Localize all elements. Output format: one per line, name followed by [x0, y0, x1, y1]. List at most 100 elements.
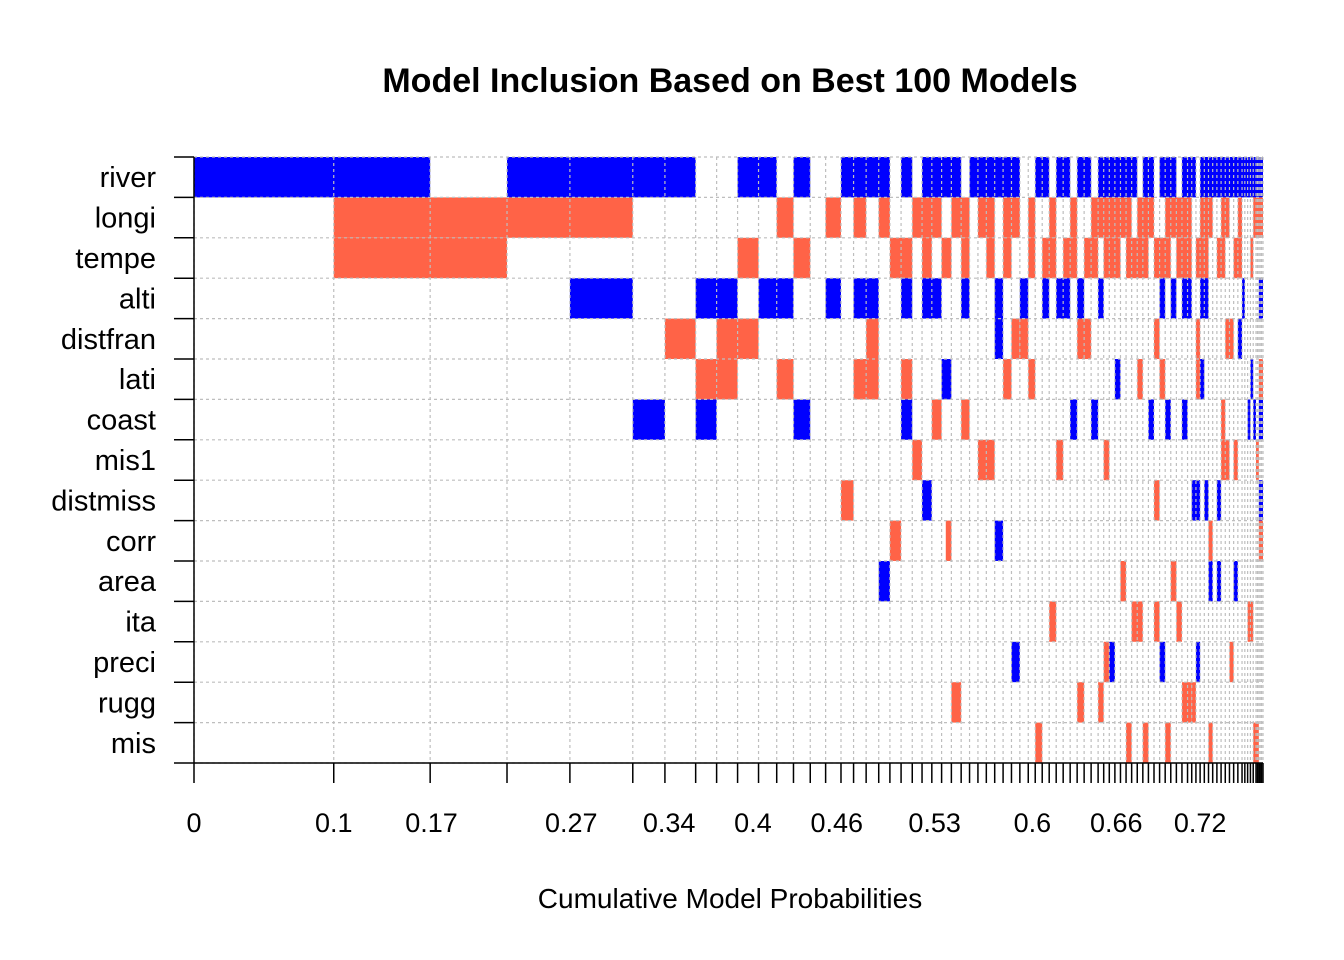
cell-mis1-116: [912, 439, 923, 481]
cell-tempe-35: [333, 237, 508, 279]
cell-rugg-155: [1181, 682, 1192, 723]
cell-coast-104: [901, 399, 913, 440]
cell-longi-34: [1253, 197, 1263, 238]
row-label-coast: coast: [87, 405, 156, 437]
cell-tempe-55: [1250, 237, 1254, 279]
x-axis-label: Cumulative Model Probabilities: [538, 883, 922, 914]
row-label-river: river: [100, 162, 157, 194]
cell-distfran-76: [664, 318, 696, 359]
cell-coast-111: [1181, 399, 1188, 440]
x-tick-label-8: 0.6: [1014, 808, 1052, 838]
cell-river-13: [1159, 157, 1177, 198]
cell-coast-109: [1148, 399, 1154, 440]
row-label-longi: longi: [95, 203, 156, 235]
cell-tempe-47: [1084, 237, 1099, 279]
cell-distfran-79: [994, 318, 1004, 359]
cell-ita-144: [1176, 601, 1182, 642]
cell-tempe-50: [1154, 237, 1171, 279]
cell-longi-31: [1200, 197, 1213, 238]
row-label-lati: lati: [119, 364, 156, 396]
cell-alti-70: [1159, 278, 1166, 319]
row-label-corr: corr: [106, 526, 156, 558]
x-tick-label-7: 0.53: [908, 808, 961, 838]
cell-area-136: [1120, 561, 1127, 602]
cell-corr-130: [889, 520, 902, 561]
row-label-distmiss: distmiss: [51, 485, 156, 517]
row-label-rugg: rugg: [98, 687, 156, 719]
cell-ita-141: [1049, 601, 1057, 642]
cell-alti-71: [1170, 278, 1177, 319]
cell-preci-147: [1103, 641, 1110, 683]
cell-tempe-41: [961, 237, 970, 279]
cell-tempe-39: [922, 237, 932, 279]
cell-longi-29: [1137, 197, 1155, 238]
cell-area-137: [1170, 561, 1177, 602]
cell-lati-95: [1137, 359, 1143, 400]
cell-tempe-37: [793, 237, 811, 279]
cell-distfran-84: [1195, 318, 1201, 359]
cell-corr-132: [994, 520, 1004, 561]
cell-coast-101: [632, 399, 665, 440]
cell-river-1: [507, 157, 696, 198]
x-tick-label-3: 0.27: [545, 808, 598, 838]
cells-layer: [194, 157, 1263, 763]
cell-longi-20: [878, 197, 890, 238]
cell-alti-68: [1077, 278, 1085, 319]
cell-tempe-36: [737, 237, 759, 279]
cell-tempe-48: [1103, 237, 1121, 279]
cell-area-140: [1233, 561, 1238, 602]
cell-river-11: [1098, 157, 1138, 198]
x-tick-label-4: 0.34: [643, 808, 696, 838]
cell-distfran-78: [866, 318, 879, 359]
labels-layer: river longi tempe alti distfran lati coast mis1…: [51, 162, 1226, 838]
row-label-alti: alti: [119, 283, 156, 315]
x-tick-label-5: 0.4: [734, 808, 772, 838]
cell-alti-74: [1242, 278, 1245, 319]
cell-longi-26: [1049, 197, 1057, 238]
cell-alti-75: [1258, 278, 1263, 319]
cell-alti-73: [1200, 278, 1209, 319]
cell-alti-69: [1098, 278, 1104, 319]
cell-corr-131: [945, 520, 952, 561]
x-tick-label-9: 0.66: [1090, 808, 1143, 838]
cell-longi-27: [1070, 197, 1078, 238]
cell-alti-59: [825, 278, 841, 319]
cell-rugg-156: [1191, 682, 1196, 723]
cell-alti-56: [569, 278, 633, 319]
cell-coast-107: [1070, 399, 1078, 440]
cell-alti-61: [901, 278, 913, 319]
axes-layer: [174, 156, 1264, 783]
cell-mis-161: [1208, 722, 1213, 763]
cell-preci-151: [1229, 641, 1234, 683]
cell-distmiss-128: [1216, 480, 1222, 521]
cell-distmiss-124: [922, 480, 932, 521]
cell-tempe-46: [1063, 237, 1078, 279]
cell-lati-91: [941, 359, 952, 400]
cell-preci-150: [1195, 641, 1201, 683]
cell-lati-94: [1114, 359, 1121, 400]
cell-alti-58: [758, 278, 794, 319]
cell-longi-25: [1028, 197, 1036, 238]
grid-layer: [193, 156, 1264, 764]
cell-tempe-42: [986, 237, 995, 279]
cell-longi-17: [776, 197, 794, 238]
cell-longi-33: [1237, 197, 1243, 238]
cell-longi-16: [333, 197, 633, 238]
cell-alti-62: [922, 278, 942, 319]
cell-alti-63: [961, 278, 970, 319]
cell-area-135: [878, 561, 890, 602]
cell-river-15: [1200, 157, 1263, 198]
cell-tempe-45: [1042, 237, 1057, 279]
cell-preci-148: [1109, 641, 1115, 683]
cell-coast-102: [695, 399, 717, 440]
row-label-distfran: distfran: [61, 324, 156, 356]
cell-coast-105: [931, 399, 942, 440]
cell-lati-93: [1028, 359, 1036, 400]
cell-alti-67: [1056, 278, 1071, 319]
cell-lati-99: [1250, 359, 1254, 400]
cell-tempe-40: [941, 237, 952, 279]
cell-distfran-83: [1154, 318, 1160, 359]
cell-rugg-154: [1098, 682, 1104, 723]
cell-mis-159: [1142, 722, 1149, 763]
cell-river-14: [1181, 157, 1196, 198]
